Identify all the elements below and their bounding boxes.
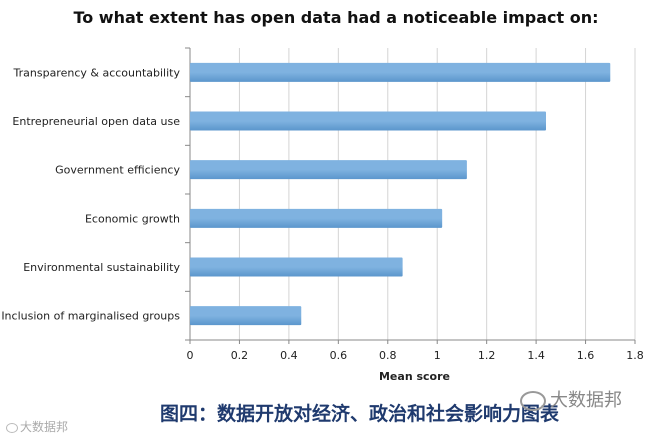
x-tick-label: 1 bbox=[434, 349, 441, 362]
figure-caption: 图四：数据开放对经济、政治和社会影响力图表 bbox=[160, 403, 560, 425]
chat-bubble-icon bbox=[520, 391, 546, 411]
bar bbox=[190, 208, 443, 228]
bar bbox=[190, 111, 546, 131]
x-tick-label: 0.8 bbox=[379, 349, 397, 362]
category-label: Economic growth bbox=[85, 212, 180, 225]
bar bbox=[190, 160, 467, 180]
category-label: Transparency & accountability bbox=[13, 66, 181, 79]
bar bbox=[190, 306, 302, 326]
x-tick-label: 1.6 bbox=[577, 349, 595, 362]
small-logo-icon bbox=[6, 422, 18, 433]
x-axis-label: Mean score bbox=[379, 370, 450, 383]
x-tick-label: 0 bbox=[187, 349, 194, 362]
x-tick-label: 0.4 bbox=[280, 349, 298, 362]
category-label: Government efficiency bbox=[55, 164, 180, 177]
chart-title: To what extent has open data had a notic… bbox=[73, 8, 599, 27]
x-tick-label: 1.4 bbox=[527, 349, 545, 362]
watermark-small: 大数据邦 bbox=[6, 418, 68, 435]
bar bbox=[190, 257, 403, 277]
category-label: Entrepreneurial open data use bbox=[12, 115, 180, 128]
x-tick-label: 0.2 bbox=[231, 349, 249, 362]
bar bbox=[190, 62, 611, 82]
watermark-text: 大数据邦 bbox=[550, 390, 622, 411]
x-tick-label: 1.8 bbox=[626, 349, 644, 362]
watermark-small-text: 大数据邦 bbox=[20, 420, 69, 434]
x-tick-label: 0.6 bbox=[330, 349, 348, 362]
category-label: Inclusion of marginalised groups bbox=[1, 310, 180, 323]
watermark-logo: 大数据邦 bbox=[520, 386, 622, 412]
category-label: Environmental sustainability bbox=[23, 261, 180, 274]
x-tick-label: 1.2 bbox=[478, 349, 496, 362]
